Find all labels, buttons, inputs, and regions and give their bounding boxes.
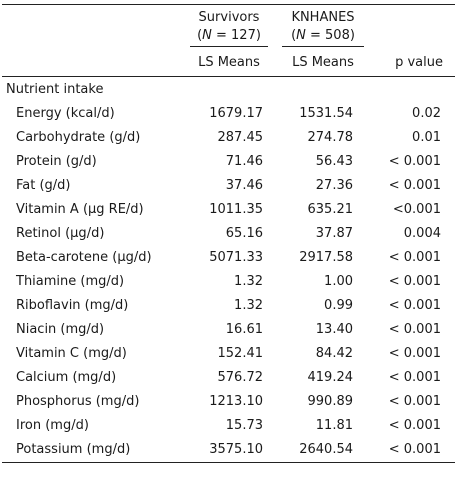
p-value-cell: 0.004 — [403, 226, 441, 241]
survivors-ls-mean-cell: 1679.17 — [209, 106, 263, 121]
header-empty-cell-p — [373, 5, 455, 50]
table-row: Iron (mg/d) 15.73 11.81 < 0.001 — [2, 414, 455, 438]
nutrient-name-cell: Phosphorus (mg/d) — [16, 394, 140, 409]
survivors-ls-mean-cell: 71.46 — [225, 154, 263, 169]
sub-header-empty-cell — [2, 50, 185, 77]
nutrient-name-cell: Calcium (mg/d) — [16, 370, 117, 385]
p-value-cell: < 0.001 — [388, 322, 441, 337]
nutrient-name-cell: Riboflavin (mg/d) — [16, 298, 129, 313]
group-header-row: Survivors (N = 127) KNHANES (N = 508) — [2, 5, 455, 50]
survivors-group-name: Survivors — [198, 10, 260, 25]
survivors-n-open: ( — [197, 28, 203, 43]
knhanes-ls-mean-cell: 27.36 — [315, 178, 353, 193]
nutrient-name-cell: Niacin (mg/d) — [16, 322, 105, 337]
p-value-cell: 0.01 — [412, 130, 441, 145]
knhanes-ls-mean-cell: 419.24 — [307, 370, 354, 385]
p-value-cell: < 0.001 — [388, 154, 441, 169]
table-row: Thiamine (mg/d) 1.32 1.00 < 0.001 — [2, 270, 455, 294]
knhanes-group-name: KNHANES — [291, 10, 355, 25]
knhanes-ls-mean-cell: 56.43 — [315, 154, 353, 169]
knhanes-n-var: N — [296, 28, 306, 43]
table-row: Carbohydrate (g/d) 287.45 274.78 0.01 — [2, 126, 455, 150]
survivors-ls-means-header: LS Means — [185, 50, 273, 77]
survivors-ls-mean-cell: 1213.10 — [209, 394, 263, 409]
knhanes-ls-mean-cell: 84.42 — [315, 346, 353, 361]
nutrient-table-container: Survivors (N = 127) KNHANES (N = 508) LS… — [2, 4, 455, 463]
survivors-ls-mean-cell: 152.41 — [217, 346, 264, 361]
nutrient-name-cell: Carbohydrate (g/d) — [16, 130, 141, 145]
p-value-cell: < 0.001 — [388, 418, 441, 433]
table-row: Beta-carotene (μg/d) 5071.33 2917.58 < 0.00… — [2, 246, 455, 270]
knhanes-n-value: = 508) — [305, 28, 355, 43]
nutrient-name-cell: Energy (kcal/d) — [16, 106, 115, 121]
table-row: Vitamin C (mg/d) 152.41 84.42 < 0.001 — [2, 342, 455, 366]
p-value-cell: 0.02 — [412, 106, 441, 121]
table-row: Calcium (mg/d) 576.72 419.24 < 0.001 — [2, 366, 455, 390]
nutrient-name-cell: Protein (g/d) — [16, 154, 97, 169]
nutrient-name-cell: Fat (g/d) — [16, 178, 71, 193]
survivors-ls-mean-cell: 576.72 — [217, 370, 264, 385]
sub-header-row: LS Means LS Means p value — [2, 50, 455, 77]
table-row: Protein (g/d) 71.46 56.43 < 0.001 — [2, 150, 455, 174]
knhanes-ls-mean-cell: 0.99 — [324, 298, 353, 313]
table-row: Niacin (mg/d) 16.61 13.40 < 0.001 — [2, 318, 455, 342]
knhanes-ls-mean-cell: 2917.58 — [299, 250, 353, 265]
table-row: Phosphorus (mg/d) 1213.10 990.89 < 0.001 — [2, 390, 455, 414]
nutrient-name-cell: Vitamin A (μg RE/d) — [16, 202, 144, 217]
p-value-cell: < 0.001 — [388, 250, 441, 265]
header-empty-cell — [2, 5, 185, 50]
knhanes-ls-mean-cell: 2640.54 — [299, 442, 353, 457]
survivors-ls-mean-cell: 37.46 — [225, 178, 263, 193]
p-value-cell: < 0.001 — [388, 346, 441, 361]
p-value-header: p value — [373, 50, 455, 77]
survivors-ls-mean-cell: 1011.35 — [209, 202, 263, 217]
knhanes-ls-mean-cell: 1531.54 — [299, 106, 353, 121]
p-value-cell: < 0.001 — [388, 274, 441, 289]
survivors-ls-mean-cell: 1.32 — [234, 298, 263, 313]
nutrient-name-cell: Thiamine (mg/d) — [16, 274, 125, 289]
knhanes-ls-mean-cell: 635.21 — [307, 202, 354, 217]
knhanes-ls-means-header: LS Means — [273, 50, 373, 77]
table-top-rule — [2, 4, 455, 5]
section-row: Nutrient intake — [2, 77, 455, 103]
survivors-ls-mean-cell: 15.73 — [225, 418, 263, 433]
survivors-n-value: = 127) — [211, 28, 261, 43]
knhanes-ls-mean-cell: 990.89 — [307, 394, 354, 409]
nutrient-name-cell: Potassium (mg/d) — [16, 442, 131, 457]
knhanes-ls-mean-cell: 37.87 — [315, 226, 353, 241]
survivors-ls-mean-cell: 5071.33 — [209, 250, 263, 265]
survivors-ls-mean-cell: 1.32 — [234, 274, 263, 289]
section-label: Nutrient intake — [6, 82, 104, 97]
p-value-cell: < 0.001 — [388, 298, 441, 313]
survivors-ls-mean-cell: 65.16 — [225, 226, 263, 241]
p-value-cell: < 0.001 — [388, 178, 441, 193]
nutrient-intake-table: Survivors (N = 127) KNHANES (N = 508) LS… — [2, 4, 455, 463]
survivors-ls-mean-cell: 287.45 — [217, 130, 264, 145]
nutrient-name-cell: Iron (mg/d) — [16, 418, 89, 433]
nutrient-name-cell: Retinol (μg/d) — [16, 226, 105, 241]
nutrient-name-cell: Beta-carotene (μg/d) — [16, 250, 152, 265]
knhanes-ls-mean-cell: 274.78 — [307, 130, 354, 145]
p-value-cell: < 0.001 — [388, 394, 441, 409]
table-row: Potassium (mg/d) 3575.10 2640.54 < 0.001 — [2, 438, 455, 462]
table-row: Energy (kcal/d) 1679.17 1531.54 0.02 — [2, 102, 455, 126]
table-bottom-rule — [2, 462, 455, 463]
table-row: Retinol (μg/d) 65.16 37.87 0.004 — [2, 222, 455, 246]
nutrient-name-cell: Vitamin C (mg/d) — [16, 346, 127, 361]
p-value-cell: < 0.001 — [388, 370, 441, 385]
knhanes-group-header: KNHANES (N = 508) — [273, 5, 373, 50]
survivors-n-var: N — [202, 28, 212, 43]
p-value-cell: < 0.001 — [388, 442, 441, 457]
knhanes-ls-mean-cell: 11.81 — [315, 418, 353, 433]
knhanes-n-open: ( — [291, 28, 297, 43]
knhanes-ls-mean-cell: 1.00 — [324, 274, 353, 289]
table-row: Vitamin A (μg RE/d) 1011.35 635.21 <0.001 — [2, 198, 455, 222]
survivors-ls-mean-cell: 3575.10 — [209, 442, 263, 457]
table-row: Fat (g/d) 37.46 27.36 < 0.001 — [2, 174, 455, 198]
survivors-group-header: Survivors (N = 127) — [185, 5, 273, 50]
survivors-ls-mean-cell: 16.61 — [225, 322, 263, 337]
table-row: Riboflavin (mg/d) 1.32 0.99 < 0.001 — [2, 294, 455, 318]
knhanes-ls-mean-cell: 13.40 — [315, 322, 353, 337]
p-value-cell: <0.001 — [392, 202, 441, 217]
